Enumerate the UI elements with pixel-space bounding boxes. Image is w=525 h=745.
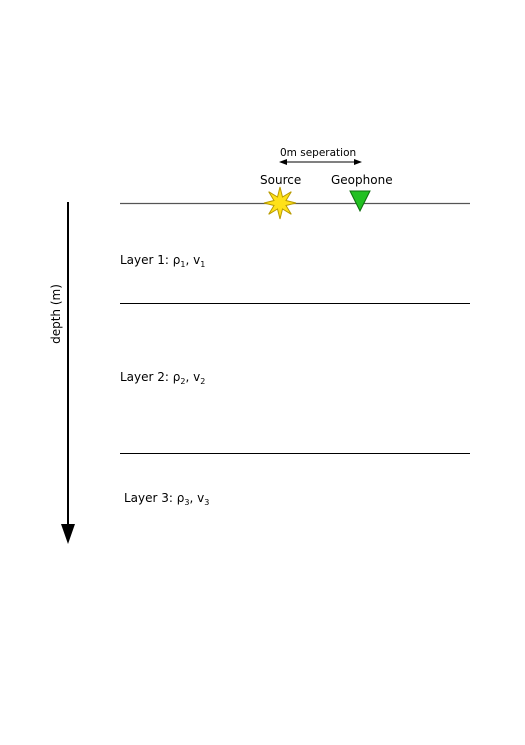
layer-3-label: Layer 3: ρ3, v3 xyxy=(124,491,210,507)
depth-axis-label: depth (m) xyxy=(49,284,63,344)
geophone-label: Geophone xyxy=(331,173,393,187)
layer-1-v: v xyxy=(193,253,201,267)
layer-3-rho: ρ xyxy=(176,491,185,505)
layer-3-v-subscript: 3 xyxy=(204,498,210,507)
layer-2-name: Layer 2: xyxy=(120,370,169,384)
layer-2-v-subscript: 2 xyxy=(200,377,206,386)
layer-3-rho-subscript: 3 xyxy=(184,498,190,507)
layer-1-rho: ρ xyxy=(172,253,181,267)
layer-2-rho: ρ xyxy=(172,370,181,384)
star-burst-icon xyxy=(263,186,297,220)
layer-3-v: v xyxy=(197,491,205,505)
depth-axis-arrowhead xyxy=(61,524,75,544)
layer-2-v: v xyxy=(193,370,201,384)
layer-1-name: Layer 1: xyxy=(120,253,169,267)
separation-label: 0m seperation xyxy=(280,147,357,159)
triangle-down-icon xyxy=(349,190,371,213)
layer-2-label: Layer 2: ρ2, v2 xyxy=(120,370,206,386)
layer-1-rho-subscript: 1 xyxy=(180,260,186,269)
layer-1-v-subscript: 1 xyxy=(200,260,206,269)
layer-3-name: Layer 3: xyxy=(124,491,173,505)
layer-2-rho-subscript: 2 xyxy=(180,377,186,386)
layer-1-label: Layer 1: ρ1, v1 xyxy=(120,253,206,269)
source-label: Source xyxy=(260,173,302,187)
